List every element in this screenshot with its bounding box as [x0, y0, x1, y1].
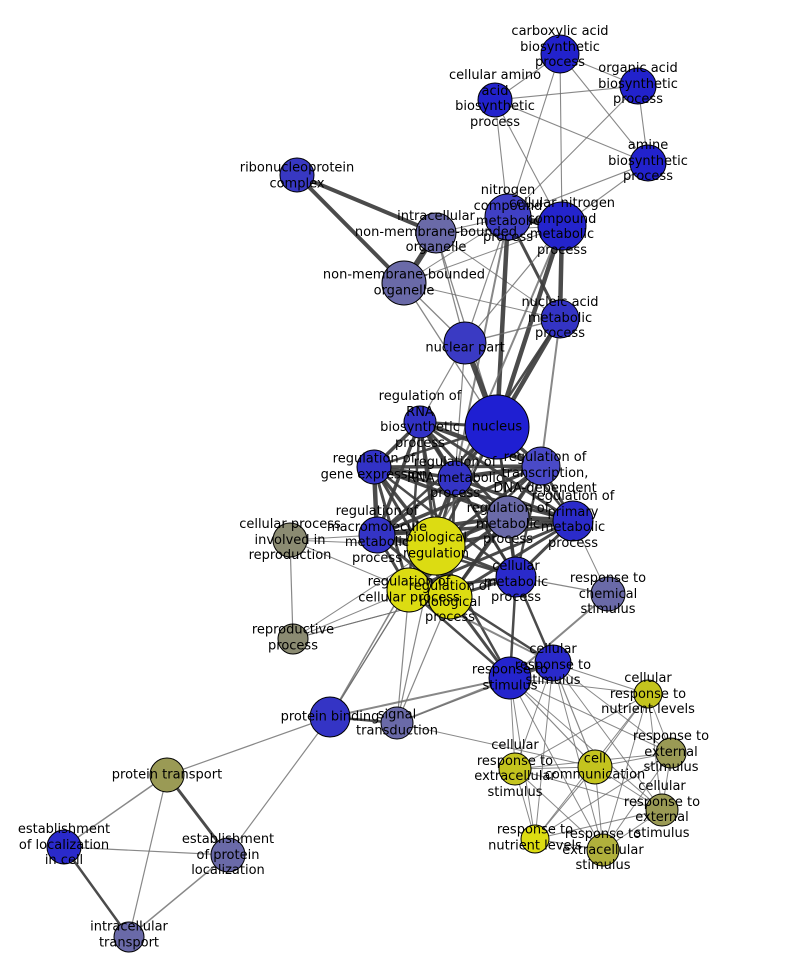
graph-node-carboxylic_acid_biosynthetic[interactable]	[540, 34, 580, 74]
graph-edge	[128, 854, 229, 938]
graph-node-regulation_of_metabolic_process[interactable]	[486, 495, 530, 539]
graph-node-nuclear_part[interactable]	[443, 321, 487, 365]
graph-node-amine_biosynthetic[interactable]	[629, 144, 667, 182]
graph-edge	[509, 677, 649, 695]
graph-edge	[464, 225, 563, 344]
graph-node-cellular_metabolic_process[interactable]	[495, 556, 537, 598]
graph-node-regulation_of_macromolecule_metabolic[interactable]	[358, 516, 396, 554]
edges-layer	[62, 53, 672, 939]
graph-node-intracellular_non_membrane_bounded_organelle[interactable]	[415, 212, 457, 254]
graph-edge	[435, 232, 561, 320]
graph-edge	[514, 768, 663, 811]
graph-edge	[329, 677, 511, 718]
graph-node-intracellular_transport[interactable]	[113, 921, 145, 953]
graph-node-cellular_amino_acid_biosynthetic[interactable]	[477, 82, 513, 118]
graph-edge	[507, 162, 649, 218]
graph-edge	[507, 53, 561, 218]
graph-node-cellular_nitrogen_compound_metabolic[interactable]	[537, 201, 587, 251]
graph-edge	[375, 420, 422, 537]
graph-edge	[128, 774, 168, 938]
graph-node-cellular_response_to_external_stimulus[interactable]	[645, 793, 679, 827]
graph-node-regulation_of_cellular_process[interactable]	[386, 567, 432, 613]
graph-node-establishment_of_localization_in_cell[interactable]	[46, 829, 82, 865]
graph-node-non_membrane_bounded_organelle[interactable]	[381, 260, 427, 306]
graph-edge	[166, 716, 331, 776]
graph-edge	[509, 677, 604, 851]
graph-node-response_to_extracellular_stimulus[interactable]	[586, 833, 620, 867]
graph-edge	[375, 519, 575, 537]
graph-node-response_to_chemical_stimulus[interactable]	[590, 576, 626, 612]
graph-edge	[540, 318, 561, 467]
graph-node-signal_transduction[interactable]	[380, 706, 414, 740]
graph-edge	[295, 173, 406, 285]
graph-node-protein_binding[interactable]	[309, 696, 351, 738]
graph-edge	[647, 693, 663, 811]
graph-edge	[295, 173, 438, 235]
graph-edge	[602, 752, 672, 851]
graph-edge	[514, 662, 554, 770]
graph-edge	[559, 53, 649, 164]
graph-edge	[396, 545, 437, 724]
graph-edge	[559, 53, 563, 227]
graph-edge	[534, 809, 663, 840]
graph-node-nitrogen_compound_metabolic[interactable]	[484, 193, 532, 241]
graph-edge	[509, 593, 609, 679]
graph-node-cellular_process_involved_in_reproduction[interactable]	[272, 522, 308, 558]
graph-node-reproductive_process[interactable]	[277, 623, 309, 655]
graph-node-protein_transport[interactable]	[149, 757, 185, 793]
graph-node-establishment_of_protein_localization[interactable]	[210, 837, 246, 873]
graph-node-regulation_of_biological_process[interactable]	[427, 574, 473, 620]
graph-edge	[552, 662, 604, 851]
graph-node-regulation_of_rna_metabolic[interactable]	[437, 460, 473, 496]
graph-node-regulation_of_gene_expression[interactable]	[356, 449, 392, 485]
graph-node-organic_acid_biosynthetic[interactable]	[619, 67, 657, 105]
graph-node-nucleus[interactable]	[464, 394, 530, 460]
graph-node-response_to_external_stimulus[interactable]	[655, 737, 687, 769]
graph-node-regulation_of_primary_metabolic[interactable]	[552, 500, 594, 542]
graph-edge	[396, 722, 596, 768]
graph-node-biological_regulation[interactable]	[406, 516, 466, 576]
graph-edge	[552, 662, 663, 811]
graph-edge	[514, 693, 649, 770]
graph-edge	[63, 846, 229, 856]
graph-node-cellular_response_to_stimulus[interactable]	[534, 644, 572, 682]
graph-edge	[494, 99, 649, 164]
graph-node-regulation_of_rna_biosynthetic[interactable]	[403, 405, 437, 439]
graph-node-cell_communication[interactable]	[577, 749, 613, 785]
graph-node-regulation_of_transcription_dna_dependent[interactable]	[521, 446, 561, 486]
graph-edge	[552, 662, 596, 768]
graph-edge	[63, 774, 168, 848]
nodes-layer[interactable]	[46, 34, 687, 953]
graph-edge	[454, 342, 466, 479]
graph-edge	[372, 465, 510, 519]
graph-edge	[514, 768, 604, 851]
graph-edge	[372, 465, 575, 523]
graph-edge	[403, 225, 563, 284]
graph-node-nucleic_acid_metabolic[interactable]	[540, 299, 580, 339]
graph-edge	[227, 716, 331, 856]
graph-edge	[602, 693, 649, 851]
graph-node-cellular_response_to_nutrient_levels[interactable]	[633, 679, 663, 709]
graph-node-response_to_nutrient_levels[interactable]	[520, 824, 550, 854]
graph-node-response_to_stimulus[interactable]	[488, 656, 532, 700]
graph-edge	[552, 662, 672, 754]
graph-edge	[509, 677, 672, 754]
graph-edge	[62, 845, 131, 939]
graph-edge	[407, 519, 575, 592]
graph-edge	[494, 85, 639, 101]
graph-edge	[534, 662, 554, 840]
graph-node-cellular_response_to_extracellular_stimulus[interactable]	[498, 752, 532, 786]
graph-edge	[396, 596, 451, 724]
graph-edge	[534, 752, 672, 840]
graph-edge	[507, 85, 639, 218]
graph-node-ribonucleoprotein_complex[interactable]	[279, 157, 315, 193]
graph-edge	[494, 214, 511, 430]
